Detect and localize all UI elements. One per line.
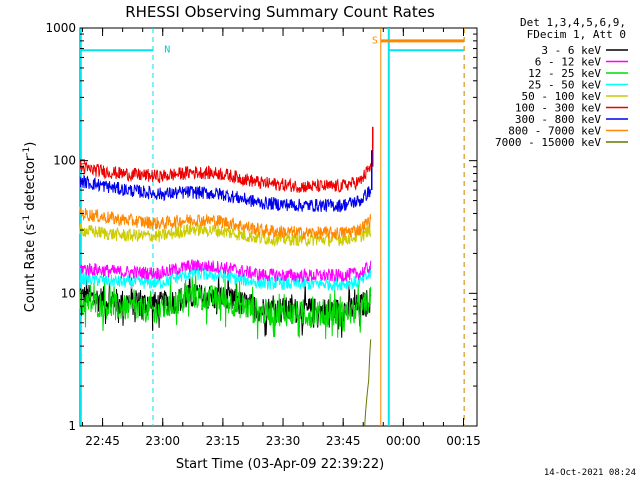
- x-tick-label: 00:15: [446, 434, 481, 448]
- y-axis-label-mid: detector: [23, 155, 38, 215]
- overlay-segments: NS: [79, 28, 465, 426]
- y-tick-label: 10: [61, 286, 76, 300]
- series-line-50-100keV: [79, 222, 372, 248]
- legend-label: 6 - 12 keV: [535, 56, 602, 69]
- x-tick-label: 00:00: [386, 434, 421, 448]
- legend-label: 7000 - 15000 keV: [495, 136, 601, 149]
- series-line-6-12keV: [79, 259, 372, 283]
- series-line-7000-15000keV: [364, 339, 372, 427]
- series-line-12-25keV: [79, 268, 372, 340]
- x-tick-label: 23:45: [326, 434, 361, 448]
- flag-annotation: N: [164, 45, 170, 56]
- legend-label: 3 - 6 keV: [541, 44, 601, 57]
- series-group: [79, 126, 374, 427]
- x-tick-label: 22:45: [85, 434, 120, 448]
- y-tick-label: 100: [53, 154, 76, 168]
- y-axis-label-sup1: -1: [22, 215, 32, 224]
- series-line-300-800keV: [79, 174, 372, 213]
- legend-label: 25 - 50 keV: [528, 79, 601, 92]
- y-tick-label: 1000: [45, 21, 76, 35]
- legend-label: 12 - 25 keV: [528, 67, 601, 80]
- x-tick-label: 23:00: [145, 434, 180, 448]
- y-axis-label-sup2: -1: [22, 147, 32, 156]
- legend-header-line-2: FDecim 1, Att 0: [527, 28, 626, 41]
- y-axis-label-end: ): [23, 142, 38, 147]
- red-start-marker: [79, 159, 85, 165]
- series-line-100-300keV: [79, 161, 372, 193]
- x-tick-label: 23:30: [266, 434, 301, 448]
- x-axis-label: Start Time (03-Apr-09 22:39:22): [176, 457, 384, 472]
- y-axis-ticks: 1 10 100 1000: [45, 21, 477, 433]
- x-axis-ticks: 22:45 23:00 23:15 23:30 23:45 00:00 00:15: [82, 28, 481, 448]
- x-tick-label: 23:15: [206, 434, 241, 448]
- y-axis-label: Count Rate (s-1 detector-1): [22, 142, 38, 313]
- legend-label: 100 - 300 keV: [515, 102, 601, 115]
- flag-annotation: S: [372, 35, 378, 46]
- legend-label: 50 - 100 keV: [522, 90, 602, 103]
- legend-label: 300 - 800 keV: [515, 113, 601, 126]
- legend-header-line-1: Det 1,3,4,5,6,9,: [520, 16, 626, 29]
- chart-title: RHESSI Observing Summary Count Rates: [125, 3, 435, 21]
- y-axis-label-main: Count Rate (s: [23, 224, 38, 313]
- legend-label: 800 - 7000 keV: [508, 125, 601, 138]
- series-line-800-7000keV: [79, 206, 372, 241]
- y-tick-label: 1: [68, 419, 76, 433]
- series-line-25-50keV: [79, 266, 372, 292]
- plot-frame: [79, 27, 478, 427]
- footer-date: 14-Oct-2021 08:24: [544, 468, 636, 478]
